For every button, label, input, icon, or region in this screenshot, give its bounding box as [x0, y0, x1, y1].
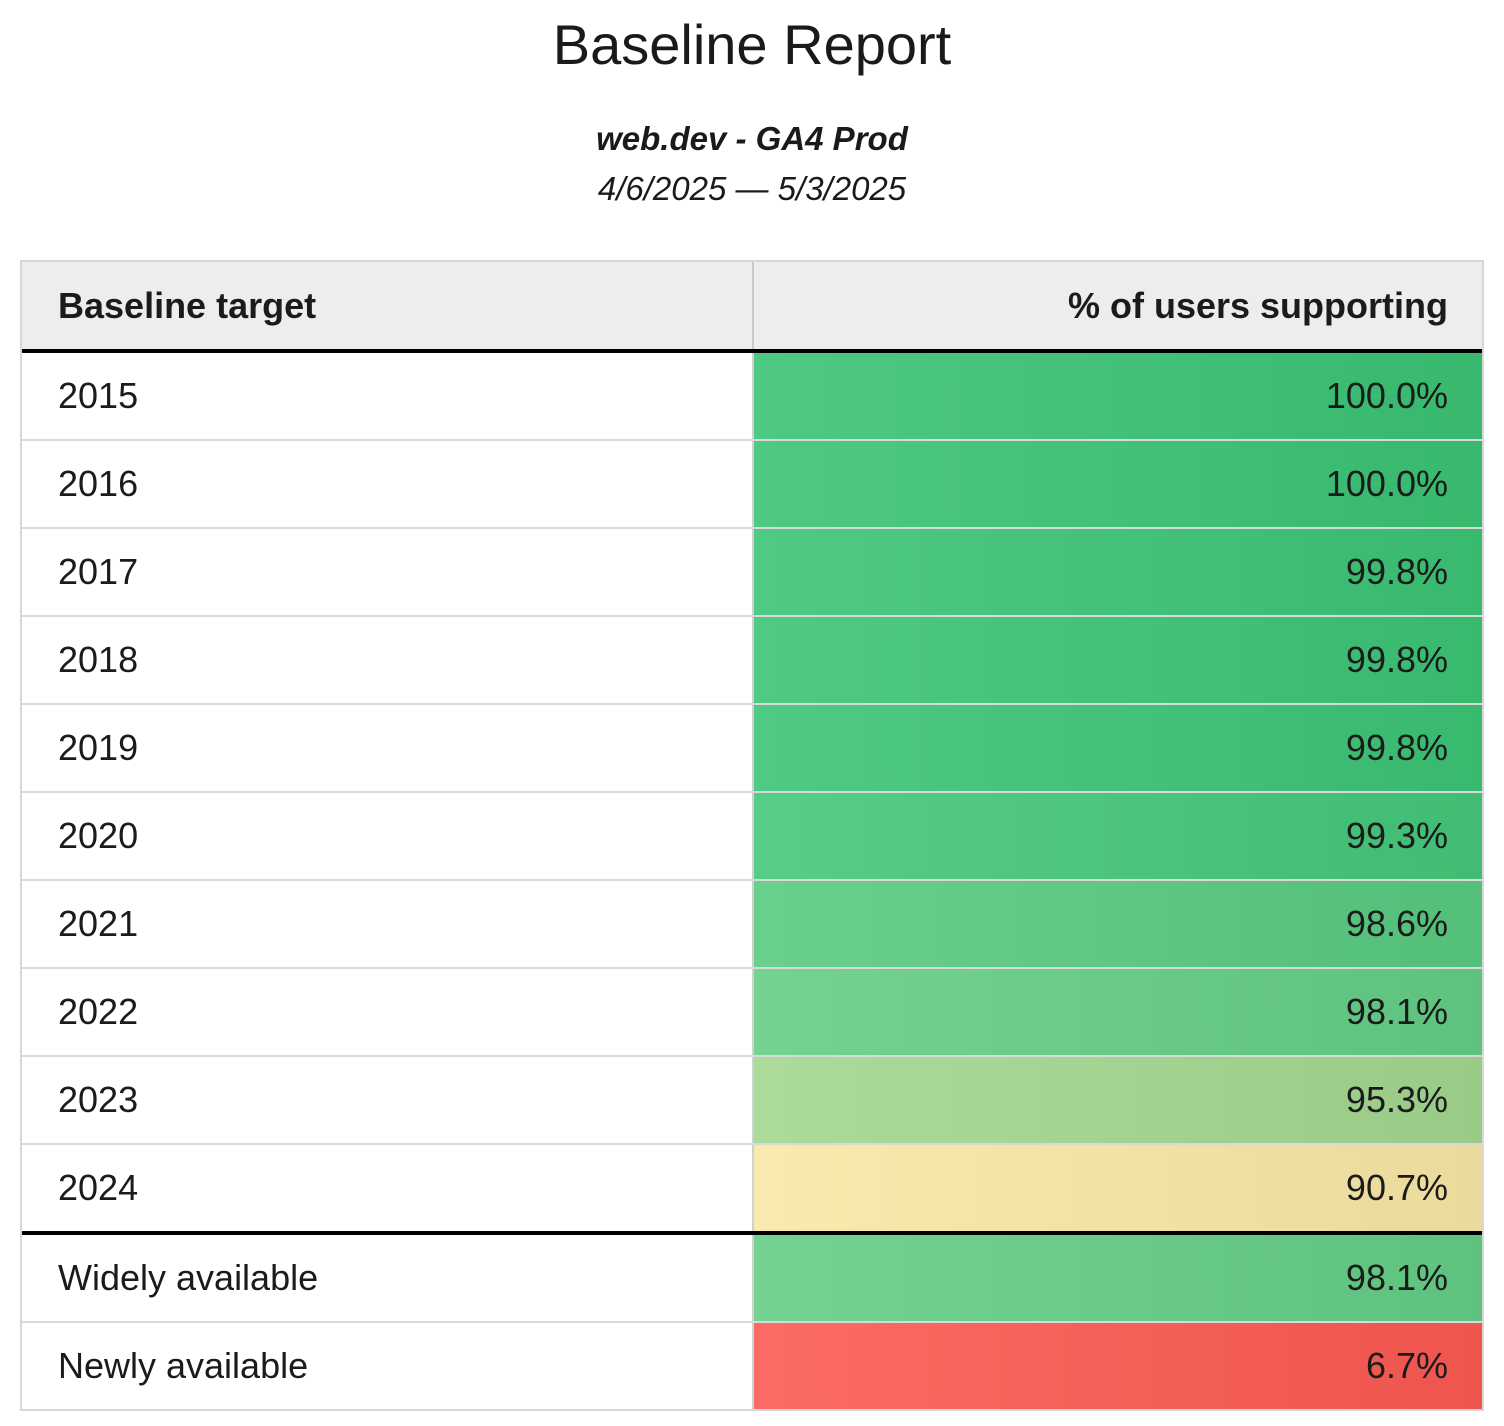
row-value: 98.6%	[752, 881, 1482, 967]
table-row-2017: 2017 99.8%	[22, 527, 1482, 615]
table-header-row: Baseline target % of users supporting	[22, 262, 1482, 353]
row-value: 99.8%	[752, 705, 1482, 791]
row-label: 2022	[22, 969, 752, 1055]
row-label: 2023	[22, 1057, 752, 1143]
row-label: 2019	[22, 705, 752, 791]
baseline-table: Baseline target % of users supporting 20…	[20, 260, 1484, 1411]
table-row-2016: 2016 100.0%	[22, 439, 1482, 527]
row-value: 99.3%	[752, 793, 1482, 879]
row-label: 2015	[22, 353, 752, 439]
row-value: 98.1%	[752, 1235, 1482, 1321]
row-label: 2016	[22, 441, 752, 527]
table-row-2022: 2022 98.1%	[22, 967, 1482, 1055]
header-cell-percent-supporting: % of users supporting	[752, 262, 1482, 349]
row-label: Newly available	[22, 1323, 752, 1409]
table-row-widely-available: Widely available 98.1%	[22, 1231, 1482, 1321]
row-label: 2021	[22, 881, 752, 967]
row-value: 95.3%	[752, 1057, 1482, 1143]
table-row-newly-available: Newly available 6.7%	[22, 1321, 1482, 1409]
row-value: 100.0%	[752, 441, 1482, 527]
table-row-2020: 2020 99.3%	[22, 791, 1482, 879]
row-label: 2017	[22, 529, 752, 615]
table-row-2021: 2021 98.6%	[22, 879, 1482, 967]
header-cell-baseline-target: Baseline target	[58, 284, 317, 326]
row-label: 2024	[22, 1145, 752, 1231]
table-row-2018: 2018 99.8%	[22, 615, 1482, 703]
page-title: Baseline Report	[552, 13, 952, 76]
row-value: 98.1%	[752, 969, 1482, 1055]
report-subtitle: web.dev - GA4 Prod	[596, 120, 908, 157]
report-date-range: 4/6/2025 — 5/3/2025	[597, 170, 907, 207]
row-value: 99.8%	[752, 529, 1482, 615]
row-value: 100.0%	[752, 353, 1482, 439]
row-value: 99.8%	[752, 617, 1482, 703]
table-row-2015: 2015 100.0%	[22, 353, 1482, 439]
row-label: 2018	[22, 617, 752, 703]
table-row-2024: 2024 90.7%	[22, 1143, 1482, 1231]
row-label: 2020	[22, 793, 752, 879]
row-value: 6.7%	[752, 1323, 1482, 1409]
table-row-2019: 2019 99.8%	[22, 703, 1482, 791]
row-value: 90.7%	[752, 1145, 1482, 1231]
report-header: Baseline Report web.dev - GA4 Prod 4/6/2…	[0, 0, 1504, 208]
row-label: Widely available	[22, 1235, 752, 1321]
table-body: 2015 100.0% 2016 100.0% 2017 99.8% 2018 …	[22, 353, 1482, 1409]
table-row-2023: 2023 95.3%	[22, 1055, 1482, 1143]
